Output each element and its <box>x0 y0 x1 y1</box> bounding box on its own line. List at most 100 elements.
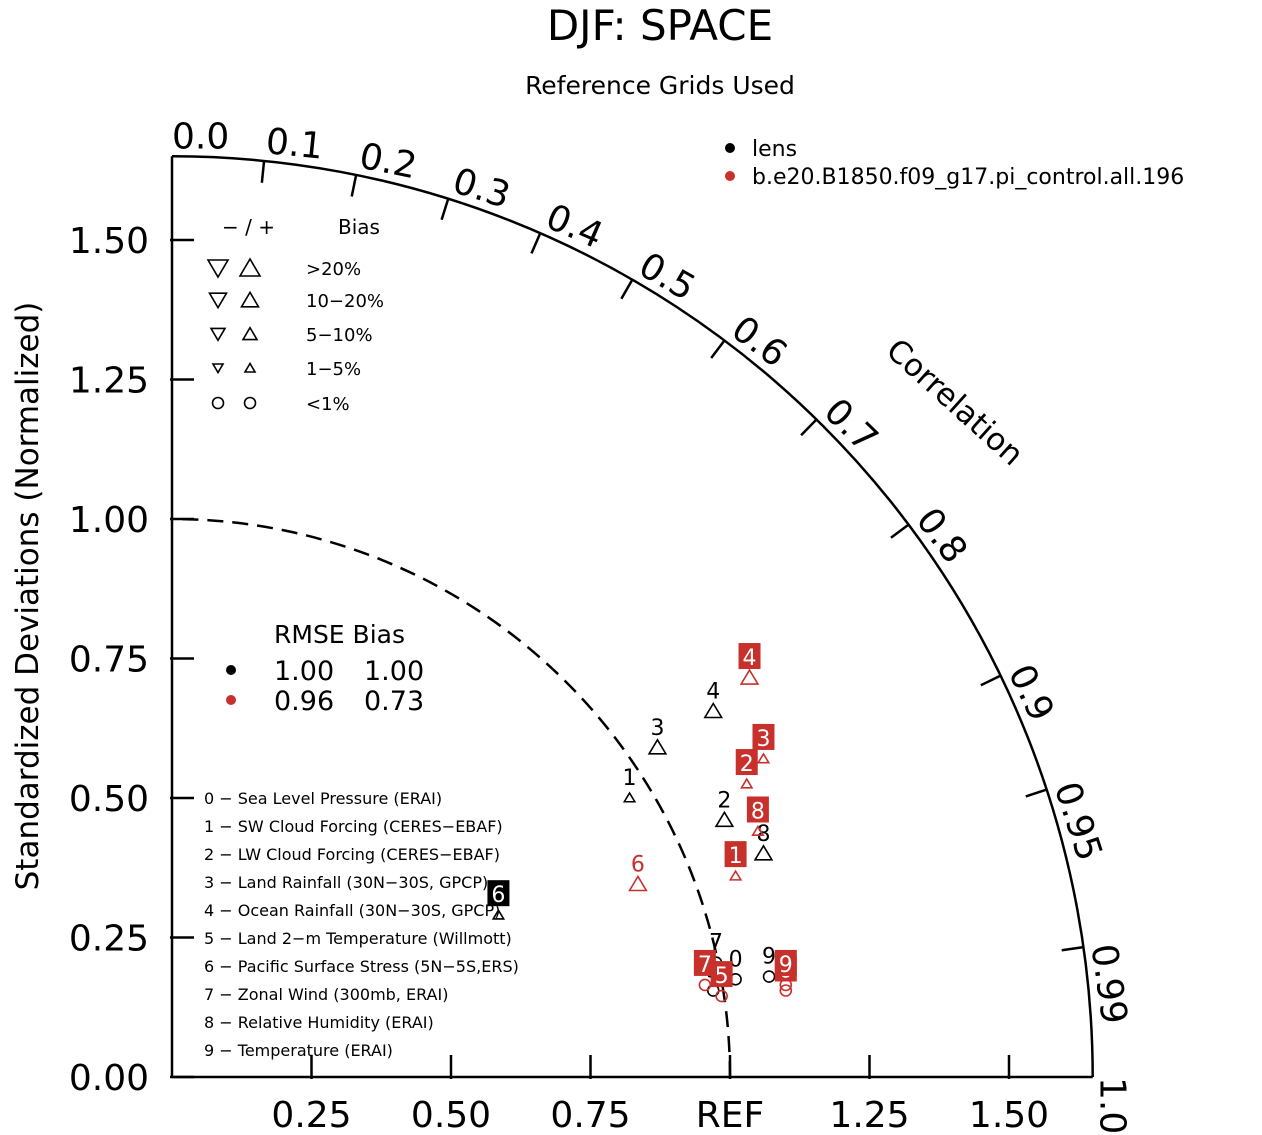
bias-legend-down-triangle <box>206 259 230 279</box>
point-label: 6 <box>491 883 505 908</box>
point-marker <box>753 844 774 861</box>
variable-7: 7 − Zonal Wind (300mb, ERAI) <box>204 985 448 1004</box>
correlation-tick-label: 0.6 <box>724 308 794 375</box>
data-marks-layer: 01234567890123456789 <box>487 643 797 1003</box>
x-tick-label: 0.25 <box>271 1095 351 1135</box>
variable-0: 0 − Sea Level Pressure (ERAI) <box>204 789 442 808</box>
variable-9: 9 − Temperature (ERAI) <box>204 1041 393 1060</box>
chart-subtitle: Reference Grids Used <box>525 71 795 100</box>
point-marker <box>756 752 771 764</box>
point-label: 4 <box>706 680 720 705</box>
variable-1: 1 − SW Cloud Forcing (CERES−EBAF) <box>204 817 503 836</box>
bias-legend-row-2: 5−10% <box>306 325 373 346</box>
variable-4: 4 − Ocean Rainfall (30N−30S, GPCP) <box>204 901 500 920</box>
variable-3: 3 − Land Rainfall (30N−30S, GPCP) <box>204 873 488 892</box>
point-label: 3 <box>756 727 770 752</box>
point-label: 3 <box>650 716 664 741</box>
point-marker <box>628 874 648 892</box>
correlation-tick-label: 0.95 <box>1046 777 1110 866</box>
correlation-tick-label: 0.0 <box>172 116 229 157</box>
legend-swatch-lens <box>725 143 735 153</box>
rmse-table-header: RMSE Bias <box>274 620 405 649</box>
bias-legend-row-0: >20% <box>306 259 361 280</box>
point-marker <box>622 791 637 803</box>
series-legend: lens b.e20.B1850.f09_g17.pi_control.all.… <box>725 137 1184 190</box>
legend-swatch-model <box>725 171 735 181</box>
y-tick-label: 0.75 <box>69 640 149 681</box>
point-label: 6 <box>631 852 645 877</box>
reference-std-arc <box>171 517 732 1078</box>
correlation-tick <box>710 339 726 359</box>
point-marker <box>762 970 776 983</box>
variable-5: 5 − Land 2−m Temperature (Willmott) <box>204 929 512 948</box>
point-label: 2 <box>717 788 731 813</box>
variable-2: 2 − LW Cloud Forcing (CERES−EBAF) <box>204 845 500 864</box>
bias-legend-sign: − / + <box>222 215 275 239</box>
point-marker <box>779 984 793 997</box>
correlation-tick-label: 0.5 <box>632 245 702 309</box>
variable-6: 6 − Pacific Surface Stress (5N−5S,ERS) <box>204 957 519 976</box>
y-tick-label: 0.50 <box>69 779 149 820</box>
x-tick-label: 1.50 <box>969 1095 1049 1135</box>
bias-legend-up-triangle <box>240 290 260 308</box>
bias-legend-up-triangle <box>241 326 259 341</box>
correlation-tick-label: 0.2 <box>356 136 420 188</box>
correlation-tick <box>440 198 450 221</box>
correlation-tick-label: 0.1 <box>264 121 325 168</box>
chart-title: DJF: SPACE <box>547 1 773 50</box>
point-marker <box>698 978 712 992</box>
bias-legend-circle <box>243 396 257 410</box>
point-label-box <box>752 723 775 750</box>
y-tick-label: 0.00 <box>69 1058 149 1099</box>
correlation-tick <box>260 160 266 183</box>
bias-legend-circle <box>211 396 225 410</box>
point-marker <box>715 989 728 1003</box>
point-label: 8 <box>751 799 765 824</box>
point-label: 5 <box>715 964 729 989</box>
point-marker <box>751 824 765 837</box>
point-marker <box>647 738 668 755</box>
point-marker <box>714 810 735 828</box>
correlation-tick-label: 0.7 <box>816 391 886 460</box>
variable-8: 8 − Relative Humidity (ERAI) <box>204 1013 434 1032</box>
y-tick-label: 0.25 <box>69 919 149 960</box>
bias-legend-symbols <box>206 257 262 410</box>
bias-legend-title: Bias <box>338 215 380 239</box>
point-label-box <box>774 949 797 976</box>
point-marker <box>740 777 754 789</box>
point-label-box <box>738 643 761 670</box>
y-tick-label: 1.00 <box>69 500 149 541</box>
point-label-box <box>710 961 733 988</box>
point-label: 1 <box>623 766 637 791</box>
series-1: 0123456789 <box>628 643 797 1003</box>
rmse-row-model-rmse: 0.96 <box>274 686 334 717</box>
correlation-tick <box>530 232 542 254</box>
rmse-row-swatch-model <box>226 695 236 705</box>
bias-legend-down-triangle <box>208 292 228 310</box>
bias-legend: − / + Bias >20% 10−20% 5−10% 1−5% <1% <box>206 215 384 415</box>
x-tick-label: 0.50 <box>411 1095 491 1135</box>
correlation-tick <box>800 418 818 437</box>
point-marker <box>739 668 760 685</box>
bias-legend-row-1: 10−20% <box>306 291 384 312</box>
correlation-tick <box>620 279 634 300</box>
correlation-tick-label: 1.0 <box>1092 1077 1133 1134</box>
axes-layer: 0.000.250.500.751.001.251.500.25 0.50 0.75… <box>69 116 1135 1135</box>
y-tick-label: 1.25 <box>69 361 149 402</box>
correlation-tick-label: 0.4 <box>540 197 609 257</box>
point-label: 7 <box>709 931 723 956</box>
legend-label-model: b.e20.B1850.f09_g17.pi_control.all.196 <box>752 165 1184 190</box>
correlation-tick-label: 0.9 <box>1000 658 1062 727</box>
point-marker <box>703 701 724 719</box>
correlation-tick <box>890 523 910 539</box>
point-label: 9 <box>779 953 793 978</box>
legend-label-lens: lens <box>752 137 797 162</box>
correlation-tick-label: 0.8 <box>908 501 975 571</box>
point-label-box <box>746 796 769 823</box>
point-label: 2 <box>740 752 754 777</box>
point-label-box <box>487 880 510 907</box>
rmse-row-lens-bias: 1.00 <box>364 656 424 687</box>
bias-legend-row-3: 1−5% <box>306 359 361 380</box>
x-tick-label: REF <box>696 1095 764 1135</box>
correlation-tick <box>350 174 358 197</box>
